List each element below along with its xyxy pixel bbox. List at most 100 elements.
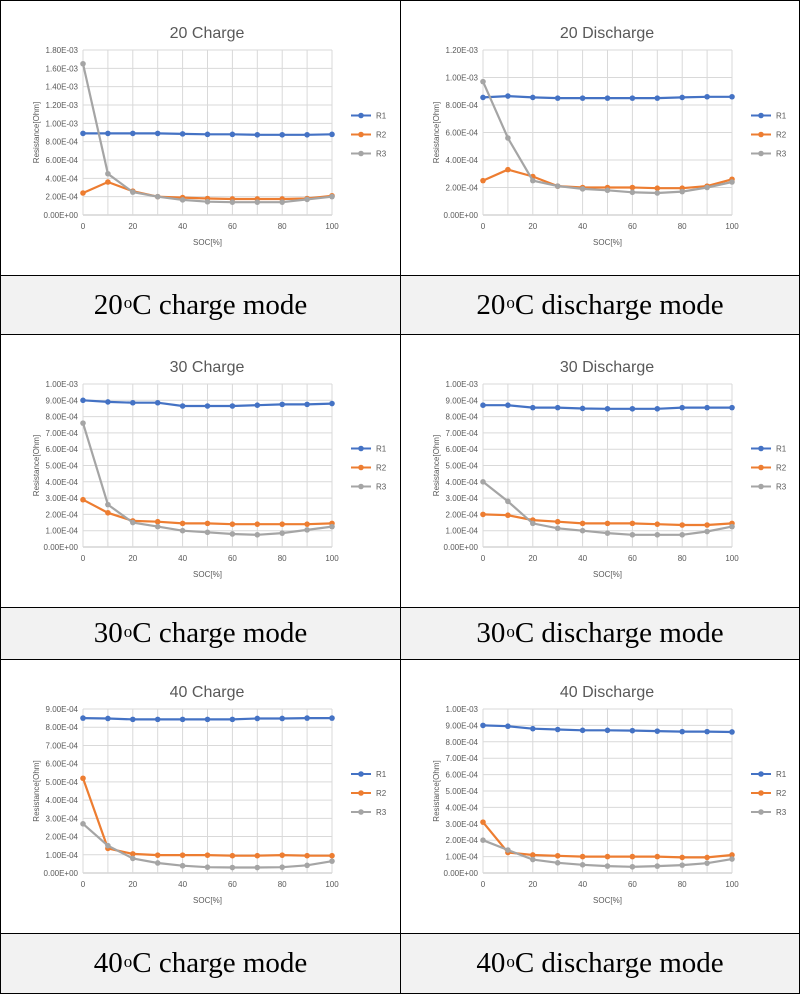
caption-pre: 20 [476, 288, 506, 321]
legend-marker [758, 131, 764, 138]
data-point-r1 [654, 728, 661, 734]
data-point-r3 [480, 78, 486, 85]
data-point-r1 [179, 716, 186, 723]
data-point-r3 [179, 527, 186, 534]
y-tick-label: 1.00E-04 [46, 527, 79, 536]
data-point-r3 [154, 523, 161, 530]
data-point-r2 [554, 852, 561, 859]
legend-label: R3 [776, 150, 787, 159]
data-point-r2 [154, 518, 161, 525]
data-point-r3 [204, 529, 211, 536]
x-axis-label: SOC[%] [593, 896, 622, 905]
data-point-r3 [704, 184, 710, 191]
y-tick-label: 1.00E-03 [446, 74, 479, 83]
data-point-r1 [130, 130, 136, 137]
data-point-r2 [629, 853, 636, 860]
data-point-r1 [505, 723, 511, 730]
legend-label: R2 [376, 131, 387, 140]
caption-degree: o [506, 621, 515, 641]
data-point-r2 [329, 852, 335, 859]
data-point-r2 [204, 852, 211, 858]
legend-marker [758, 150, 764, 157]
caption-degree: o [506, 293, 515, 312]
y-axis-label: Resistance[Ohm] [432, 435, 441, 496]
data-point-r1 [204, 716, 211, 723]
x-tick-label: 40 [578, 222, 587, 231]
data-point-r2 [105, 509, 111, 516]
x-tick-label: 20 [128, 880, 137, 889]
data-point-r1 [154, 716, 161, 723]
data-point-r3 [530, 856, 536, 863]
y-tick-label: 1.20E-03 [46, 101, 79, 110]
data-point-r1 [629, 405, 636, 412]
data-point-r1 [179, 131, 186, 137]
chart-title: 20 Discharge [560, 25, 654, 42]
data-point-r2 [130, 851, 136, 857]
data-point-r3 [480, 479, 486, 485]
data-point-r1 [304, 715, 310, 721]
legend-marker [358, 112, 364, 119]
chart-cell-20-discharge: 20 Discharge 0.00E+00 2.00E-04 4.00E-04 6.00… [400, 0, 800, 276]
data-point-r1 [80, 715, 86, 721]
legend-label: R3 [776, 808, 787, 817]
data-point-r3 [105, 501, 111, 508]
chart-title: 30 Discharge [560, 359, 654, 376]
data-point-r3 [704, 860, 710, 866]
x-tick-label: 100 [725, 222, 739, 231]
data-point-r2 [704, 522, 710, 528]
legend-marker [358, 771, 364, 777]
data-point-r2 [204, 520, 211, 527]
legend-label: R3 [376, 150, 387, 159]
data-point-r3 [480, 837, 486, 843]
data-point-r1 [154, 130, 161, 137]
caption-pre: 30 [476, 617, 506, 649]
data-point-r1 [105, 399, 111, 405]
data-point-r1 [329, 400, 335, 407]
y-tick-label: 3.00E-04 [446, 494, 479, 503]
data-point-r3 [654, 863, 661, 869]
y-tick-label: 4.00E-04 [446, 803, 479, 812]
x-tick-label: 100 [725, 554, 739, 563]
chart-30-discharge: 30 Discharge 0.00E+00 1.00E-04 2.00E-04 3.00… [432, 359, 787, 579]
y-tick-label: 2.00E-04 [446, 836, 479, 845]
legend-marker [358, 809, 364, 815]
data-point-r3 [130, 855, 136, 862]
x-axis-label: SOC[%] [193, 896, 222, 905]
legend-label: R2 [376, 464, 387, 473]
data-point-r2 [105, 179, 111, 185]
data-point-r3 [679, 862, 685, 868]
y-tick-label: 4.00E-04 [46, 174, 79, 183]
caption-pre: 40 [93, 947, 123, 979]
data-point-r1 [629, 727, 636, 734]
y-tick-label: 9.00E-04 [446, 396, 479, 405]
x-tick-label: 60 [628, 880, 637, 889]
data-point-r1 [480, 722, 486, 729]
y-tick-label: 3.00E-04 [46, 814, 79, 823]
data-point-r3 [254, 199, 261, 205]
x-tick-label: 0 [81, 880, 86, 889]
data-point-r3 [679, 531, 685, 538]
y-tick-label: 6.00E-04 [46, 760, 79, 769]
data-point-r2 [279, 521, 286, 527]
data-point-r2 [604, 520, 611, 527]
data-point-r2 [654, 521, 661, 527]
data-point-r3 [105, 842, 111, 849]
y-tick-label: 7.00E-04 [446, 754, 479, 763]
chart-cell-40-charge: 40 Charge 0.00E+00 1.00E-04 2.00E-04 3.00E-0… [0, 659, 401, 934]
data-point-r1 [729, 404, 735, 411]
data-point-r1 [530, 725, 536, 732]
x-tick-label: 0 [481, 880, 486, 889]
y-tick-label: 1.80E-03 [46, 46, 79, 55]
data-point-r3 [679, 188, 685, 195]
x-tick-label: 80 [278, 880, 287, 889]
data-point-r3 [729, 523, 735, 530]
data-point-r3 [729, 179, 735, 185]
data-point-r1 [679, 404, 685, 411]
y-tick-label: 8.00E-04 [46, 138, 79, 147]
y-tick-label: 2.00E-04 [446, 184, 479, 193]
data-point-r2 [554, 518, 561, 525]
data-point-r2 [679, 854, 685, 861]
caption-post: C charge mode [132, 947, 308, 979]
data-point-r2 [505, 166, 511, 173]
